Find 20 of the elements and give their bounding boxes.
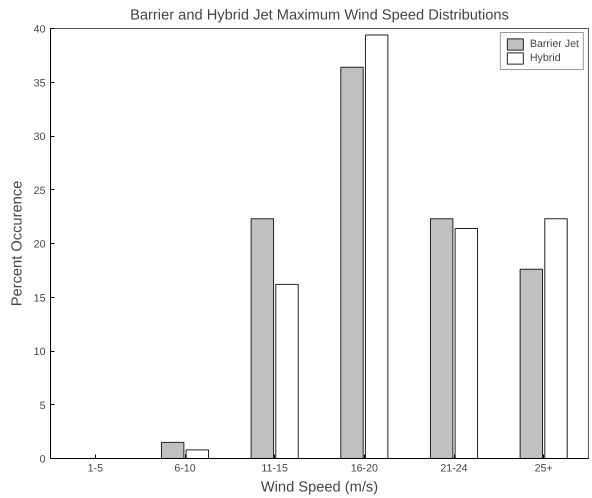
x-axis-title: Wind Speed (m/s): [260, 480, 378, 496]
x-tick-label: 25+: [534, 462, 553, 474]
y-tick-label: 25: [34, 184, 46, 197]
y-tick-label: 5: [40, 400, 46, 412]
legend-label: Barrier Jet: [530, 37, 579, 51]
y-tick-label: 0: [40, 454, 46, 466]
x-tick-label: 1-5: [88, 462, 104, 474]
x-tick-label: 16-20: [350, 462, 378, 474]
y-tick-label: 30: [34, 131, 46, 143]
chart-title: Barrier and Hybrid Jet Maximum Wind Speed Distributions: [130, 8, 509, 24]
y-tick-label: 10: [34, 346, 46, 358]
x-tick-label: 6-10: [174, 462, 196, 474]
y-tick-label: 35: [34, 77, 46, 90]
legend-label: Hybrid: [530, 51, 561, 65]
x-tick-label: 11-15: [261, 462, 288, 474]
y-tick-label: 40: [34, 24, 46, 36]
y-tick-label: 20: [34, 238, 46, 250]
y-axis-title: Percent Occurence: [10, 180, 26, 306]
y-tick-label: 15: [34, 292, 46, 304]
x-tick-label: 21-24: [440, 462, 468, 474]
